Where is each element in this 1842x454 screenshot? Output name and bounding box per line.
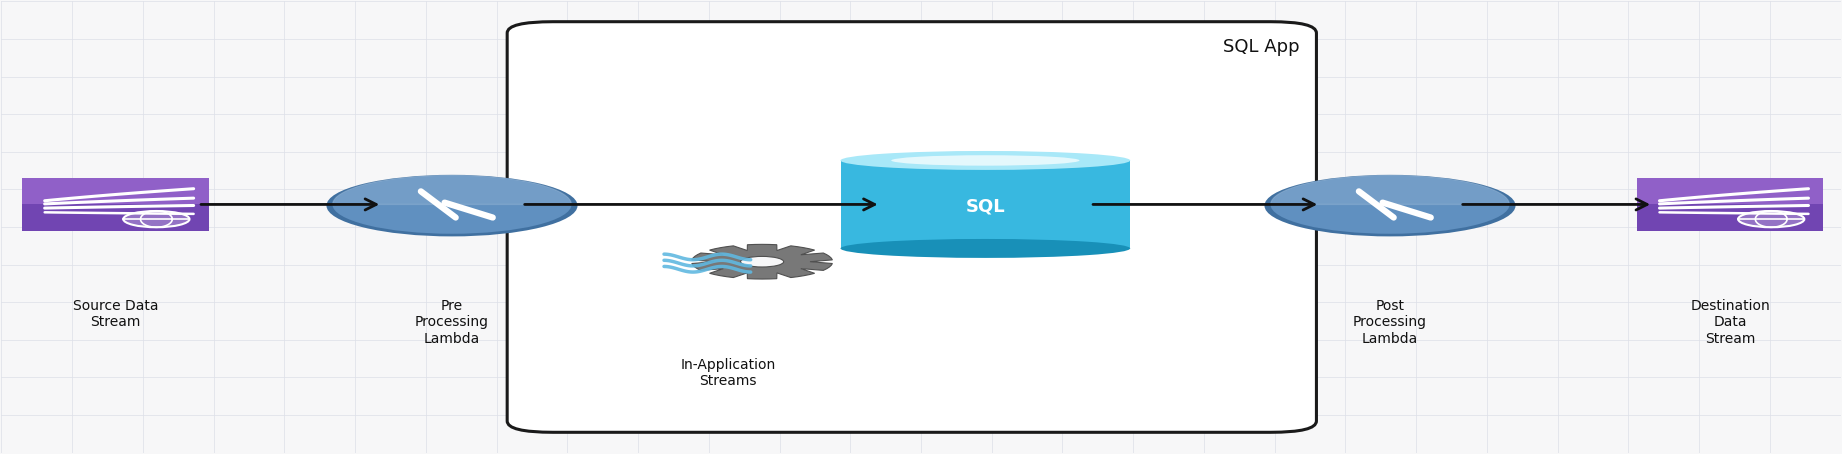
Polygon shape	[840, 160, 1131, 248]
Polygon shape	[1271, 175, 1510, 204]
Text: Destination
Data
Stream: Destination Data Stream	[1691, 299, 1770, 345]
FancyBboxPatch shape	[22, 178, 208, 231]
Text: Source Data
Stream: Source Data Stream	[72, 299, 158, 330]
Ellipse shape	[840, 151, 1131, 170]
Circle shape	[123, 211, 190, 227]
FancyBboxPatch shape	[507, 22, 1317, 432]
Circle shape	[740, 257, 783, 267]
Polygon shape	[332, 175, 571, 204]
Text: In-Application
Streams: In-Application Streams	[680, 358, 775, 388]
Text: SQL: SQL	[965, 197, 1006, 215]
Circle shape	[1271, 175, 1510, 234]
Text: Post
Processing
Lambda: Post Processing Lambda	[1354, 299, 1428, 345]
FancyBboxPatch shape	[1638, 204, 1824, 231]
Circle shape	[326, 175, 578, 237]
Circle shape	[1739, 211, 1805, 227]
FancyBboxPatch shape	[22, 204, 208, 231]
Ellipse shape	[840, 239, 1131, 258]
FancyBboxPatch shape	[1638, 178, 1824, 231]
Text: Pre
Processing
Lambda: Pre Processing Lambda	[414, 299, 488, 345]
Polygon shape	[693, 244, 833, 279]
Text: SQL App: SQL App	[1223, 38, 1300, 55]
Circle shape	[332, 175, 571, 234]
Ellipse shape	[892, 155, 1079, 166]
Circle shape	[1264, 175, 1516, 237]
